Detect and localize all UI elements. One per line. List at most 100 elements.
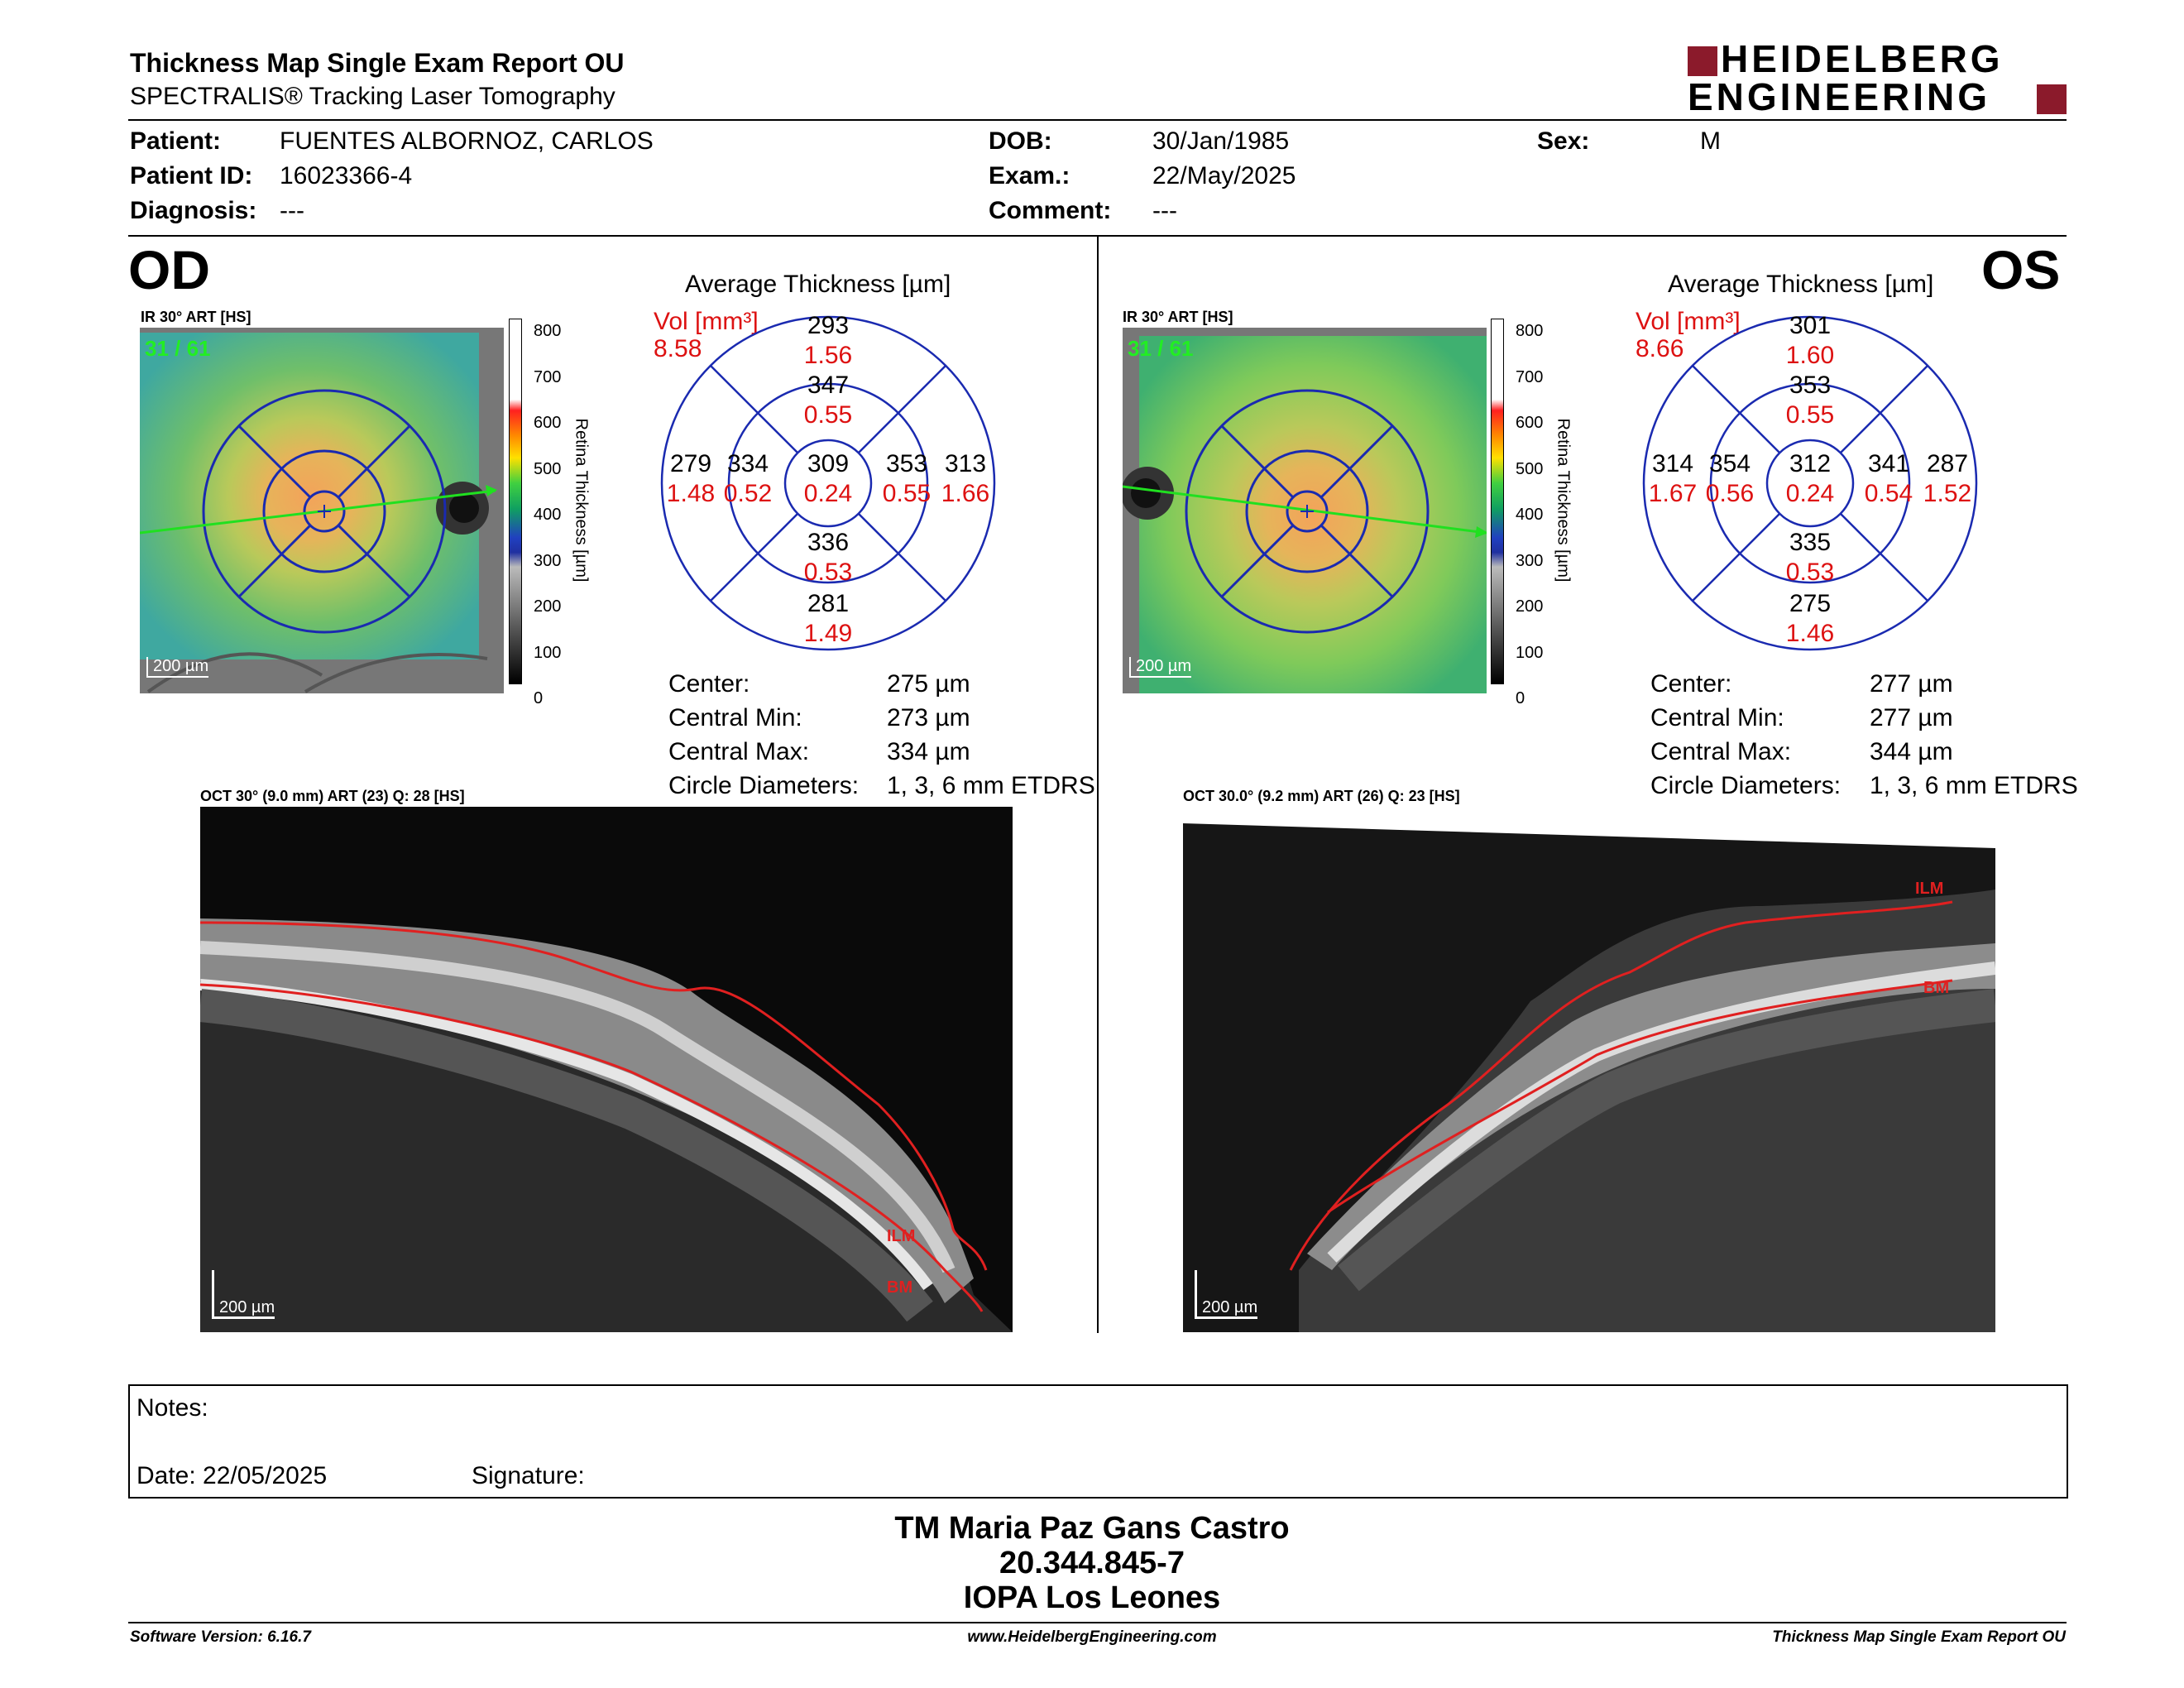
heidelberg-logo: HEIDELBERG ENGINEERING <box>1688 38 2068 119</box>
central-min-label-os: Central Min: <box>1650 704 1784 731</box>
central-min-label-od: Central Min: <box>668 704 802 731</box>
bm-label-os: BM <box>1923 979 1950 997</box>
center-divider <box>1097 237 1099 1333</box>
footer-website-link[interactable]: www.HeidelbergEngineering.com <box>967 1628 1217 1646</box>
signature-block: TM Maria Paz Gans Castro 20.344.845-7 IO… <box>0 1511 2184 1615</box>
etdrs-title-od: Average Thickness [µm] <box>685 271 951 298</box>
etdrs-center-od: 309 0.24 <box>803 450 853 507</box>
sex-value: M <box>1700 127 1721 155</box>
divider <box>128 235 2067 237</box>
report-subtitle: SPECTRALIS® Tracking Laser Tomography <box>130 83 615 110</box>
signature-label: Signature: <box>472 1462 585 1489</box>
etdrs-outer-left-os: 314 1.67 <box>1648 450 1698 507</box>
circle-diameters-label-od: Circle Diameters: <box>668 772 860 799</box>
footer-software-version: Software Version: 6.16.7 <box>130 1628 311 1646</box>
patient-id-label: Patient ID: <box>130 162 253 189</box>
etdrs-outer-right-od: 313 1.66 <box>941 450 990 507</box>
dob-value: 30/Jan/1985 <box>1152 127 1290 155</box>
oct-label-od: OCT 30° (9.0 mm) ART (23) Q: 28 [HS] <box>200 788 465 804</box>
etdrs-outer-superior-os: 301 1.60 <box>1785 312 1835 369</box>
vol-label-os: Vol [mm³] <box>1636 308 1741 335</box>
scale-ticks-od: 800 700 600 500 400 300 200 100 0 <box>534 322 562 707</box>
thickness-map-od-svg <box>140 328 504 693</box>
vol-value-os: 8.66 <box>1636 335 1684 362</box>
ir-label-os: IR 30° ART [HS] <box>1123 309 1233 325</box>
scale-label-od: Retina Thickness [µm] <box>572 418 591 583</box>
oct-bscan-od: ILM BM 200 µm <box>200 807 1013 1332</box>
ilm-label-os: ILM <box>1915 880 1944 898</box>
oct-label-os: OCT 30.0° (9.2 mm) ART (26) Q: 23 [HS] <box>1183 788 1460 804</box>
thickness-map-os-svg <box>1123 328 1487 693</box>
central-max-label-os: Central Max: <box>1650 738 1792 765</box>
frame-counter-os: 31 / 61 <box>1128 336 1194 361</box>
sex-label: Sex: <box>1537 127 1590 155</box>
thickness-map-os: 31 / 61 200 µm <box>1123 328 1487 693</box>
signer-institution: IOPA Los Leones <box>963 1580 1221 1615</box>
center-label-os: Center: <box>1650 670 1732 698</box>
etdrs-outer-inferior-os: 275 1.46 <box>1785 590 1835 647</box>
etdrs-outer-inferior-od: 281 1.49 <box>803 590 853 647</box>
notes-box: Notes: Date: 22/05/2025 Signature: <box>128 1384 2068 1499</box>
oct-bscan-od-svg <box>200 918 1013 1332</box>
scale-ticks-os: 800 700 600 500 400 300 200 100 0 <box>1516 322 1544 707</box>
etdrs-center-os: 312 0.24 <box>1785 450 1835 507</box>
bm-label-od: BM <box>887 1278 913 1297</box>
etdrs-inner-inferior-od: 336 0.53 <box>803 529 853 586</box>
etdrs-outer-superior-od: 293 1.56 <box>803 312 853 369</box>
scalebar-os: 200 µm <box>1129 657 1192 678</box>
etdrs-inner-right-od: 353 0.55 <box>882 450 932 507</box>
patient-label: Patient: <box>130 127 222 155</box>
scalebar-od: 200 µm <box>146 657 209 678</box>
center-value-os: 277 µm <box>1870 670 1953 698</box>
etdrs-inner-right-os: 341 0.54 <box>1864 450 1913 507</box>
oct-scalebar-os: 200 µm <box>1195 1270 1258 1319</box>
color-scale-os <box>1491 319 1504 684</box>
diagnosis-label: Diagnosis: <box>130 197 257 224</box>
color-scale-od <box>509 319 522 684</box>
thickness-map-od: 31 / 61 200 µm <box>140 328 504 693</box>
etdrs-grid-od <box>660 315 996 651</box>
report-title: Thickness Map Single Exam Report OU <box>130 48 625 78</box>
etdrs-outer-right-os: 287 1.52 <box>1923 450 1972 507</box>
center-label-od: Center: <box>668 670 750 698</box>
etdrs-inner-inferior-os: 335 0.53 <box>1785 529 1835 586</box>
etdrs-grid-os <box>1642 315 1978 651</box>
logo-square-icon <box>2037 84 2067 114</box>
signer-name: TM Maria Paz Gans Castro <box>894 1511 1290 1546</box>
comment-label: Comment: <box>989 197 1112 224</box>
comment-value: --- <box>1152 197 1177 224</box>
center-value-od: 275 µm <box>887 670 970 698</box>
ir-label-od: IR 30° ART [HS] <box>141 309 251 325</box>
central-min-value-os: 277 µm <box>1870 704 1953 731</box>
central-max-value-od: 334 µm <box>887 738 970 765</box>
central-max-value-os: 344 µm <box>1870 738 1953 765</box>
ilm-label-od: ILM <box>887 1227 916 1245</box>
exam-label: Exam.: <box>989 162 1070 189</box>
date-label: Date: 22/05/2025 <box>136 1462 328 1489</box>
notes-label: Notes: <box>136 1394 208 1422</box>
logo-square-icon <box>1688 46 1717 76</box>
eye-label-od: OD <box>128 239 210 300</box>
eye-label-os: OS <box>1981 239 2061 300</box>
circle-diameters-label-os: Circle Diameters: <box>1650 772 1842 799</box>
central-min-value-od: 273 µm <box>887 704 970 731</box>
circle-diameters-value-od: 1, 3, 6 mm ETDRS <box>887 772 1095 799</box>
oct-scalebar-od: 200 µm <box>212 1270 275 1319</box>
exam-value: 22/May/2025 <box>1152 162 1296 189</box>
circle-diameters-value-os: 1, 3, 6 mm ETDRS <box>1870 772 2078 799</box>
dob-label: DOB: <box>989 127 1052 155</box>
patient-name: FUENTES ALBORNOZ, CARLOS <box>280 127 654 155</box>
divider <box>128 1622 2067 1623</box>
diagnosis-value: --- <box>280 197 304 224</box>
patient-id: 16023366-4 <box>280 162 413 189</box>
etdrs-inner-superior-od: 347 0.55 <box>803 372 853 429</box>
signer-id: 20.344.845-7 <box>999 1546 1185 1580</box>
oct-bscan-os: ILM BM 200 µm <box>1183 807 1995 1332</box>
etdrs-inner-superior-os: 353 0.55 <box>1785 372 1835 429</box>
etdrs-title-os: Average Thickness [µm] <box>1668 271 1934 298</box>
frame-counter-od: 31 / 61 <box>145 336 211 361</box>
divider <box>128 119 2067 121</box>
etdrs-inner-left-od: 334 0.52 <box>723 450 773 507</box>
vol-label-od: Vol [mm³] <box>654 308 759 335</box>
central-max-label-od: Central Max: <box>668 738 810 765</box>
